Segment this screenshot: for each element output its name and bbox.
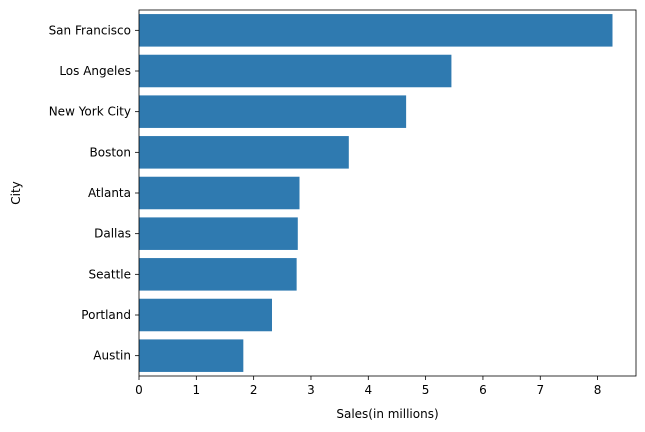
x-tick-label: 4 xyxy=(364,383,372,397)
bar xyxy=(139,14,613,47)
x-tick-label: 7 xyxy=(536,383,544,397)
y-tick-label: New York City xyxy=(49,105,131,119)
y-tick-label: San Francisco xyxy=(49,23,131,37)
bar xyxy=(139,339,244,372)
bar xyxy=(139,258,297,291)
y-tick-label: Dallas xyxy=(94,227,131,241)
y-tick-label: Atlanta xyxy=(88,186,131,200)
x-axis-title: Sales(in millions) xyxy=(336,407,438,421)
y-tick-label: Los Angeles xyxy=(59,64,131,78)
x-tick-label: 6 xyxy=(479,383,487,397)
bar xyxy=(139,136,349,169)
bar xyxy=(139,298,272,332)
y-tick-label: Austin xyxy=(93,349,131,363)
y-tick-label: Portland xyxy=(81,308,131,322)
x-tick-label: 1 xyxy=(193,383,201,397)
y-tick-label: Seattle xyxy=(89,267,131,281)
bar xyxy=(139,217,298,250)
x-tick-label: 0 xyxy=(135,383,143,397)
bars-layer xyxy=(139,14,613,372)
y-tick-label: Boston xyxy=(90,145,131,159)
x-tick-label: 2 xyxy=(250,383,258,397)
y-axis-ticks: San Francisco Los Angeles New York City Bos… xyxy=(49,23,139,363)
x-axis-ticks: 0 1 2 3 4 5 6 7 8 xyxy=(135,376,601,397)
bar xyxy=(139,176,300,210)
bar xyxy=(139,95,407,128)
x-tick-label: 8 xyxy=(594,383,602,397)
y-axis-title: City xyxy=(9,181,23,205)
bar xyxy=(139,54,452,88)
x-tick-label: 3 xyxy=(307,383,315,397)
plot-frame xyxy=(138,9,637,377)
x-tick-label: 5 xyxy=(422,383,430,397)
